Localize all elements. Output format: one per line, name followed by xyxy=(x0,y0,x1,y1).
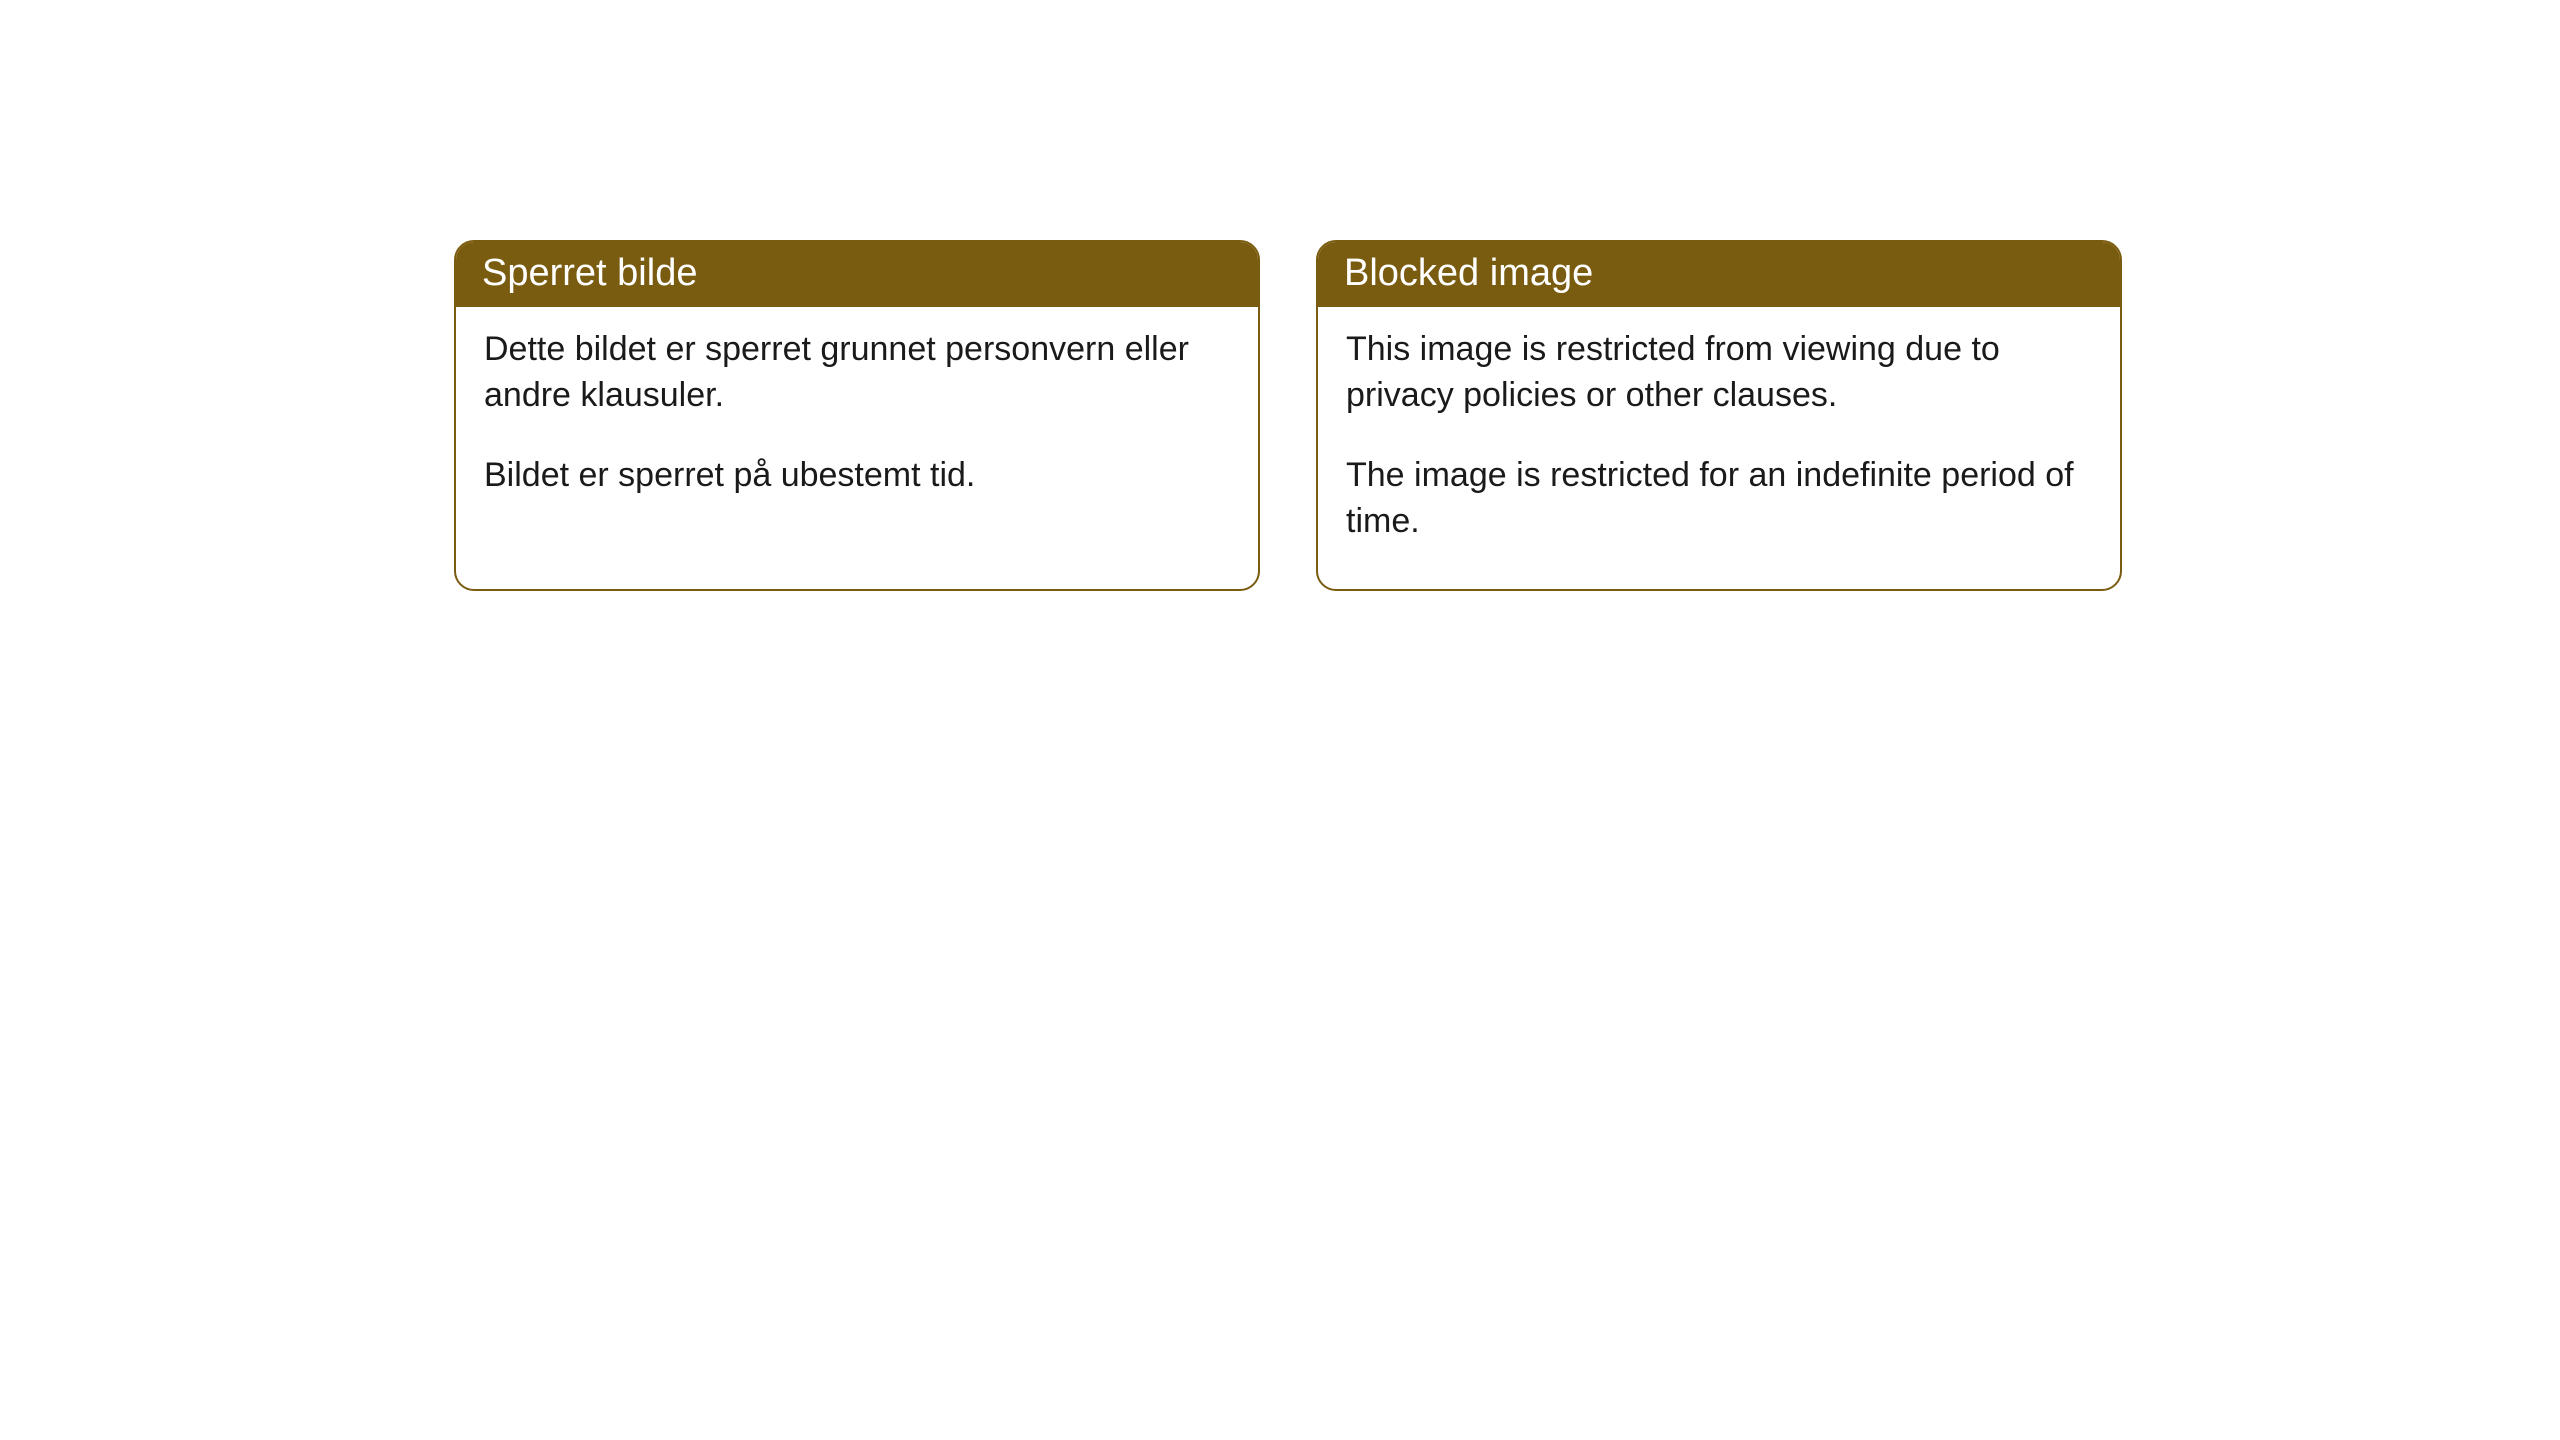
notice-card-english: Blocked image This image is restricted f… xyxy=(1316,240,2122,591)
card-header: Sperret bilde xyxy=(456,242,1258,307)
notice-cards-container: Sperret bilde Dette bildet er sperret gr… xyxy=(454,240,2560,591)
card-title: Sperret bilde xyxy=(482,252,697,294)
card-paragraph: The image is restricted for an indefinit… xyxy=(1346,453,2092,545)
notice-card-norwegian: Sperret bilde Dette bildet er sperret gr… xyxy=(454,240,1260,591)
card-header: Blocked image xyxy=(1318,242,2120,307)
card-paragraph: Bildet er sperret på ubestemt tid. xyxy=(484,453,1230,499)
card-paragraph: This image is restricted from viewing du… xyxy=(1346,327,2092,419)
card-title: Blocked image xyxy=(1344,252,1593,294)
card-body: Dette bildet er sperret grunnet personve… xyxy=(456,307,1258,543)
card-body: This image is restricted from viewing du… xyxy=(1318,307,2120,589)
card-paragraph: Dette bildet er sperret grunnet personve… xyxy=(484,327,1230,419)
